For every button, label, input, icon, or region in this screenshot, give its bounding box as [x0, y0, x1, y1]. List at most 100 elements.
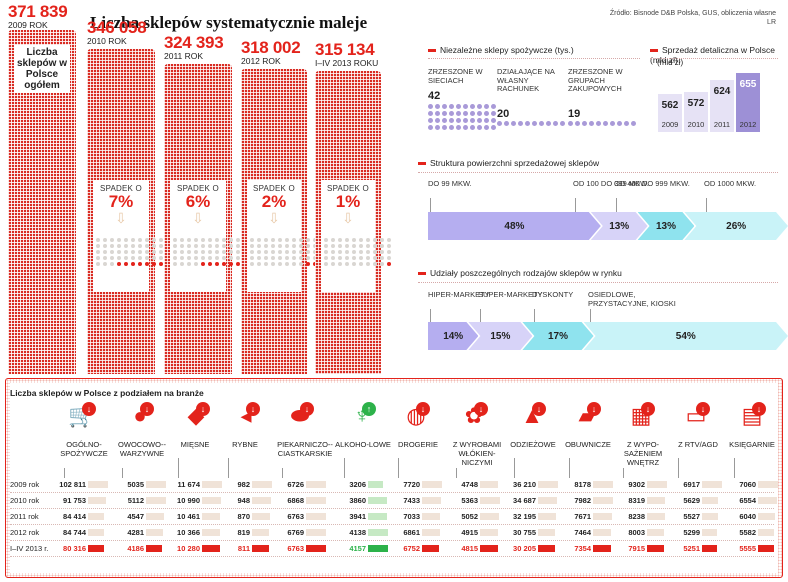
segment-label: OD 1000 MKW. [704, 179, 757, 188]
dot [180, 250, 184, 254]
dot [306, 262, 310, 266]
dot [299, 244, 303, 248]
table-bar [480, 529, 499, 536]
row-divider [10, 508, 774, 509]
column-leader [514, 458, 515, 478]
dot [152, 250, 156, 254]
table-cell: 6861 [403, 528, 420, 537]
dot [180, 256, 184, 260]
table-bar [647, 545, 665, 552]
dot [324, 256, 328, 260]
sales-unit-label: (mld zł) [657, 58, 684, 67]
dot [222, 238, 226, 242]
table-bar [480, 545, 498, 552]
table-cell: 80 316 [63, 544, 86, 553]
sales-value-label: 572 [687, 97, 705, 109]
divider [418, 172, 778, 173]
table-bar [146, 529, 163, 536]
pictogram-dot [532, 121, 537, 126]
dot [299, 256, 303, 260]
sales-value-label: 562 [661, 100, 679, 112]
dot [222, 250, 226, 254]
dot [380, 244, 384, 248]
segment-tick [430, 198, 431, 212]
column-leader [344, 458, 345, 478]
drop-label: SPADEK O [177, 184, 219, 193]
dot [159, 244, 163, 248]
dot [236, 244, 240, 248]
table-cell: 4138 [349, 528, 366, 537]
dot [366, 250, 370, 254]
pictogram-dots [428, 104, 496, 130]
down-arrow-icon: ↓ [532, 402, 546, 416]
dot [359, 244, 363, 248]
pictogram-dot [470, 104, 475, 109]
table-cell: 8238 [628, 512, 645, 521]
segment-label: DO 99 MKW. [428, 179, 472, 188]
bar-year-label: I–IV 2013 ROKU [315, 58, 379, 69]
category-name: DROGERIE [397, 440, 438, 449]
table-bar [88, 529, 105, 536]
dot [278, 262, 282, 266]
pictogram-dot [560, 121, 565, 126]
pictogram-dot [442, 118, 447, 123]
row-label: 2010 rok [10, 496, 40, 505]
divider [650, 58, 778, 59]
dot [380, 238, 384, 242]
down-arrow-icon: ⇩ [342, 210, 354, 226]
dot [187, 262, 191, 266]
retail-sales-title-text: Sprzedaż detaliczna w Polsce (mld zł) [650, 45, 775, 65]
table-bar [306, 513, 326, 520]
pictogram-dot [484, 104, 489, 109]
table-bar [88, 513, 105, 520]
drop-box: SPADEK O 6% ⇩ [170, 180, 240, 292]
table-bar [593, 545, 611, 552]
pictogram-dot [624, 121, 629, 126]
dot [257, 250, 261, 254]
table-bar [252, 545, 269, 552]
down-arrow-icon: ↓ [196, 402, 210, 416]
table-cell: 30 755 [513, 528, 536, 537]
dot [215, 244, 219, 248]
dot [380, 262, 384, 266]
dot [96, 262, 100, 266]
table-cell: 91 753 [63, 496, 86, 505]
dot [194, 244, 198, 248]
bar-year-label: 2010 ROK [87, 35, 127, 46]
dot [352, 244, 356, 248]
pictogram-dot [428, 125, 433, 130]
pictogram-dot [596, 121, 601, 126]
dot [257, 244, 261, 248]
table-cell: 32 195 [513, 512, 536, 521]
page-title: Liczba sklepów systematycznie maleje [90, 13, 368, 32]
dot [292, 238, 296, 242]
pictogram-dot [539, 121, 544, 126]
table-cell: 84 414 [63, 512, 86, 521]
down-arrow-icon: ↓ [752, 402, 766, 416]
dot [271, 250, 275, 254]
dot [131, 262, 135, 266]
table-bar [368, 481, 384, 488]
table-bar [252, 529, 269, 536]
dot [215, 256, 219, 260]
row-divider [10, 556, 774, 557]
dot [387, 244, 391, 248]
table-bar [146, 545, 163, 552]
pictogram-dot [449, 125, 454, 130]
table-bar [538, 481, 558, 488]
pictogram-dot [442, 125, 447, 130]
table-cell: 819 [237, 528, 250, 537]
pictogram-dots [568, 121, 636, 126]
table-bar [88, 481, 108, 488]
table-cell: 102 811 [59, 480, 86, 489]
pictogram-dot [491, 104, 496, 109]
pictogram-dot [477, 111, 482, 116]
column-leader [228, 458, 229, 478]
dot [331, 256, 335, 260]
bar-value-label: 315 134 [315, 40, 375, 60]
dot [229, 250, 233, 254]
dot [201, 238, 205, 242]
table-cell: 4915 [461, 528, 478, 537]
segment-tick [706, 198, 707, 212]
table-bar [647, 513, 665, 520]
